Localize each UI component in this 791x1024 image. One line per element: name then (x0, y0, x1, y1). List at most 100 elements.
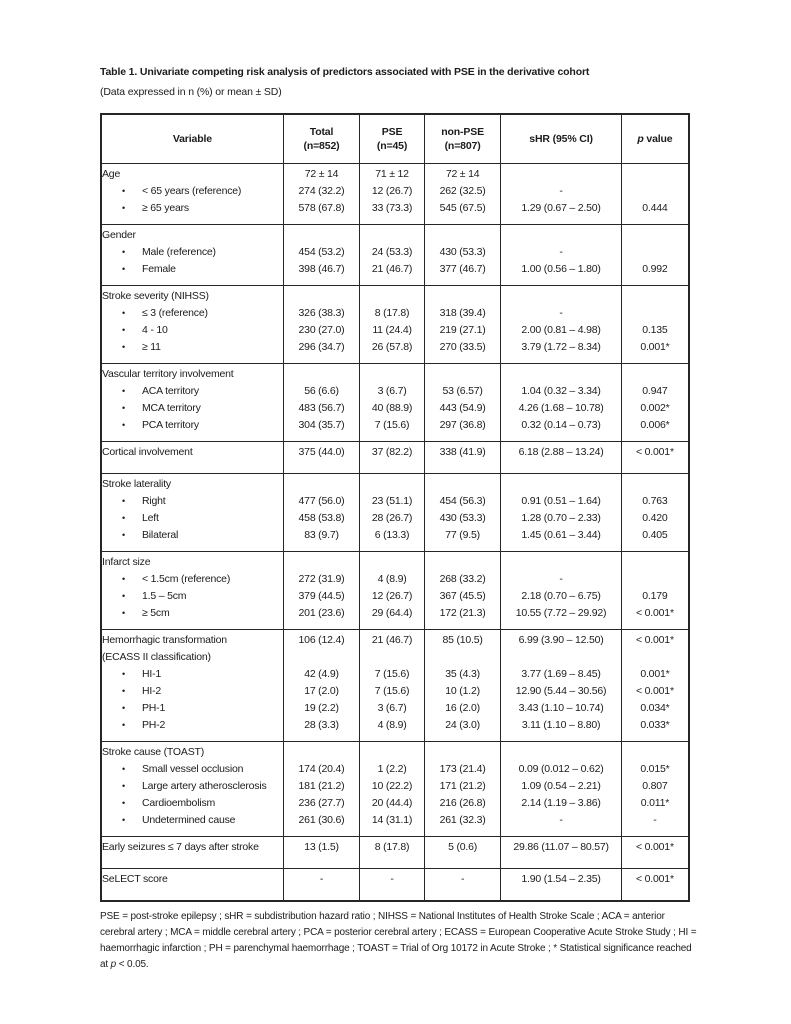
cell-value: 477 (56.0) (298, 494, 345, 507)
total-cell: 72 ± 14 274 (32.2) 578 (67.8) (282, 162, 361, 225)
cell-value: 35 (4.3) (445, 667, 480, 680)
bullet-icon: • (122, 814, 125, 825)
p-value-cell: 0.444 (620, 162, 690, 225)
cell-value (622, 305, 688, 322)
cell-value: 6 (13.3) (374, 528, 410, 541)
cell-value: 219 (27.1) (439, 323, 486, 336)
cell-value: 2.14 (1.19 – 3.86) (521, 796, 601, 809)
total-cell: 272 (31.9) 379 (44.5) 201 (23.6) (282, 550, 361, 630)
cell-value: 3.79 (1.72 – 8.34) (521, 340, 601, 353)
cell-value: 0.807 (642, 779, 668, 792)
non-pse-cell: 5 (0.6) (423, 835, 502, 869)
cell-value: 20 (44.4) (371, 796, 413, 809)
variable-item: • ≤ 3 (reference) (102, 305, 283, 322)
bullet-icon: • (122, 385, 125, 396)
variable-item-label: MCA territory (142, 401, 201, 414)
cell-value: 181 (21.2) (298, 779, 345, 792)
cell-value: 0.002* (640, 401, 670, 414)
cell-value (501, 366, 621, 383)
bullet-icon: • (122, 573, 125, 584)
bullet-icon: • (122, 529, 125, 540)
cell-value: - (390, 872, 394, 885)
bullet-icon: • (122, 419, 125, 430)
non-pse-cell: - (423, 867, 502, 901)
non-pse-cell: 454 (56.3) 430 (53.3) 77 (9.5) (423, 472, 502, 552)
variable-item-label: Male (reference) (142, 245, 216, 258)
cell-value: 0.763 (642, 494, 668, 507)
p-value-cell: 0.179 < 0.001* (620, 550, 690, 630)
cell-value: 0.135 (642, 323, 668, 336)
table-section-row: Stroke cause (TOAST) • Small vessel occlus… (100, 740, 690, 837)
cell-value: 40 (88.9) (371, 401, 413, 414)
cell-value: 0.033* (640, 718, 670, 731)
p-value-cell: 0.947 0.002* 0.006* (620, 362, 690, 442)
pse-cell: 37 (82.2) (359, 440, 425, 474)
cell-value: 24 (3.0) (445, 718, 480, 731)
variable-label: Age (102, 167, 121, 180)
cell-value: 7 (15.6) (374, 667, 410, 680)
cell-value: 11 (24.4) (372, 323, 412, 336)
cell-value: 1.04 (0.32 – 3.34) (521, 384, 601, 397)
bullet-icon: • (122, 202, 125, 213)
cell-value: 201 (23.6) (298, 606, 345, 619)
shr-cell: 0.91 (0.51 – 1.64) 1.28 (0.70 – 2.33) 1.45… (500, 472, 622, 552)
shr-cell: - 2.00 (0.81 – 4.98) 3.79 (1.72 – 8.34) (500, 284, 622, 364)
p-value-cell: 0.015* 0.807 0.011* - (620, 740, 690, 837)
variable-label: Infarct size (102, 555, 151, 568)
pse-cell: 23 (51.1) 28 (26.7) 6 (13.3) (359, 472, 425, 552)
bullet-icon: • (122, 702, 125, 713)
variable-item: • ACA territory (102, 383, 283, 400)
cell-value: 274 (32.2) (298, 184, 345, 197)
cell-value: 77 (9.5) (445, 528, 480, 541)
variable-item-label: ≥ 65 years (142, 201, 189, 214)
variable-item: • Bilateral (102, 527, 283, 544)
cell-value: 28 (26.7) (371, 511, 413, 524)
variable-item: • PH-1 (102, 700, 283, 717)
table-section-row: Stroke laterality • Right • Left • Bilateral 4… (100, 472, 690, 552)
cell-value: 23 (51.1) (371, 494, 413, 507)
bullet-icon: • (122, 590, 125, 601)
total-cell: 454 (53.2) 398 (46.7) (282, 223, 361, 286)
cell-value: < 0.001* (636, 445, 674, 458)
non-pse-cell: 72 ± 14 262 (32.5) 545 (67.5) (423, 162, 502, 225)
cell-value: 85 (10.5) (442, 633, 483, 646)
bullet-icon: • (122, 719, 125, 730)
cell-value: 443 (54.9) (439, 401, 486, 414)
cell-value: 37 (82.2) (371, 445, 413, 458)
table-section-row: Age • < 65 years (reference) • ≥ 65 years 72 … (100, 162, 690, 225)
cell-value: 1.29 (0.67 – 2.50) (521, 201, 601, 214)
cell-value (284, 649, 359, 666)
cell-value: 0.992 (642, 262, 668, 275)
cell-value: 1.45 (0.61 – 3.44) (521, 528, 601, 541)
column-header-non-pse: non-PSE (n=807) (423, 113, 502, 164)
cell-value: 26 (57.8) (371, 340, 413, 353)
pse-cell: 71 ± 12 12 (26.7) 33 (73.3) (359, 162, 425, 225)
non-pse-cell: 338 (41.9) (423, 440, 502, 474)
cell-value (622, 571, 688, 588)
variable-item: • Left (102, 510, 283, 527)
cell-value: 2.18 (0.70 – 6.75) (521, 589, 601, 602)
cell-value (425, 366, 500, 383)
shr-cell: 6.18 (2.88 – 13.24) (500, 440, 622, 474)
variable-cell: Vascular territory involvement • ACA terri… (100, 362, 284, 442)
non-pse-cell: 85 (10.5) 35 (4.3) 10 (1.2) 16 (2.0) 24 (3.… (423, 628, 502, 742)
cell-value: 261 (32.3) (439, 813, 486, 826)
cell-value: 296 (34.7) (298, 340, 345, 353)
cell-value: 454 (53.2) (298, 245, 345, 258)
table-section-row: Early seizures ≤ 7 days after stroke 13 (… (100, 835, 690, 869)
cell-value: 272 (31.9) (298, 572, 345, 585)
cell-value: 29.86 (11.07 – 80.57) (513, 840, 609, 853)
shr-cell: 0.09 (0.012 – 0.62) 1.09 (0.54 – 2.21) 2.1… (500, 740, 622, 837)
cell-value: 270 (33.5) (439, 340, 486, 353)
variable-item: • HI-1 (102, 666, 283, 683)
cell-value: 12 (26.7) (371, 184, 413, 197)
cell-value: 261 (30.6) (298, 813, 345, 826)
cell-value: 0.001* (640, 667, 670, 680)
variable-item-label: HI-2 (142, 684, 162, 697)
cell-value (284, 227, 359, 244)
cell-value: 0.420 (642, 511, 668, 524)
cell-value: 268 (33.2) (439, 572, 486, 585)
cell-value (501, 554, 621, 571)
cell-value (622, 554, 688, 571)
cell-value: < 0.001* (636, 606, 674, 619)
